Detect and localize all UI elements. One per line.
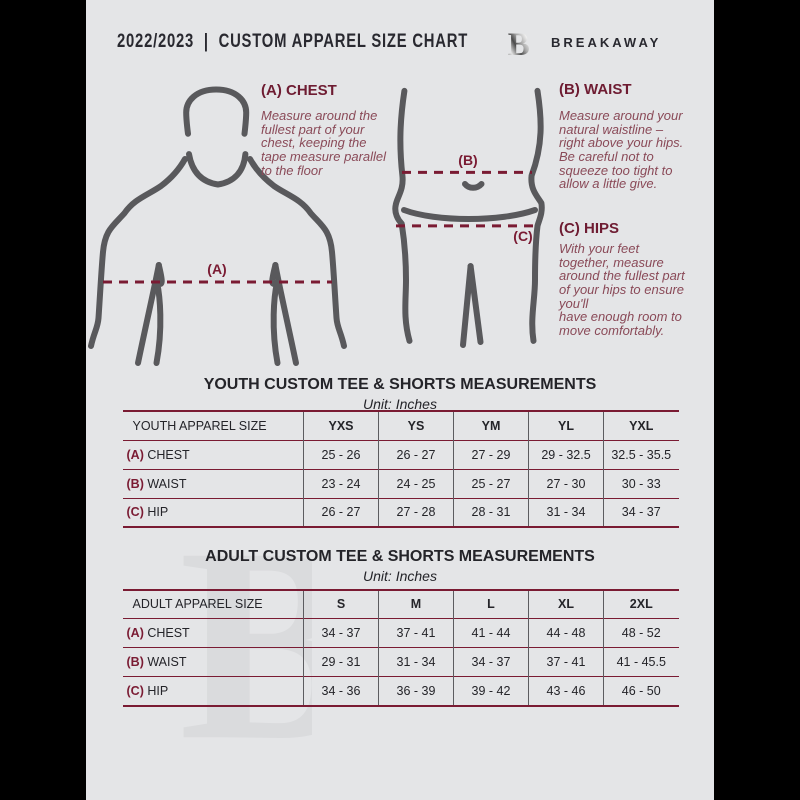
svg-text:(B): (B) [458, 152, 477, 168]
svg-text:(C): (C) [513, 228, 532, 244]
